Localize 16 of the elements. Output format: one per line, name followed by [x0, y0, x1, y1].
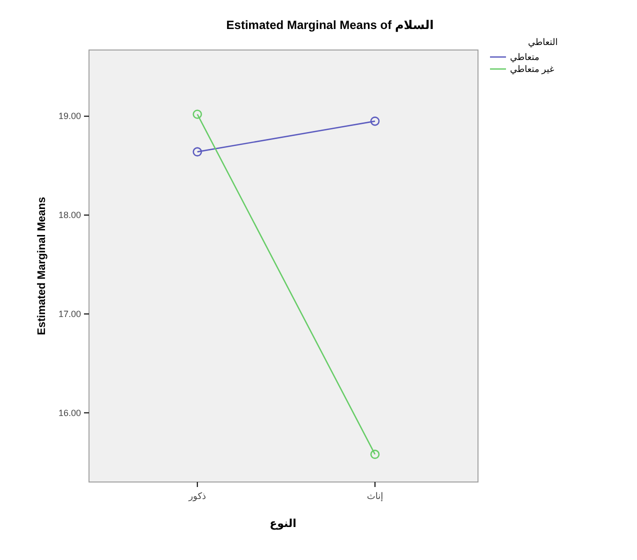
point	[370, 116, 380, 126]
y-tick-label: 18.00	[58, 210, 81, 220]
x-tick-label: إناث	[366, 491, 384, 502]
point	[370, 450, 380, 459]
y-tick-label: 17.00	[58, 308, 81, 319]
legend-label: متعاطي	[510, 52, 540, 63]
legend-title: التعاطي	[528, 37, 558, 48]
y-tick-label: 19.00	[58, 111, 81, 122]
x-axis-title: النوع	[270, 518, 296, 530]
y-tick-label: 16.00	[58, 408, 81, 418]
chart-title: Estimated Marginal Means of السلام	[226, 18, 434, 32]
point	[192, 110, 202, 119]
point	[192, 147, 202, 156]
legend-label: غير متعاطي	[510, 64, 554, 75]
x-tick-label: ذكور	[188, 491, 206, 502]
y-axis-title: Estimated Marginal Means	[36, 196, 48, 336]
